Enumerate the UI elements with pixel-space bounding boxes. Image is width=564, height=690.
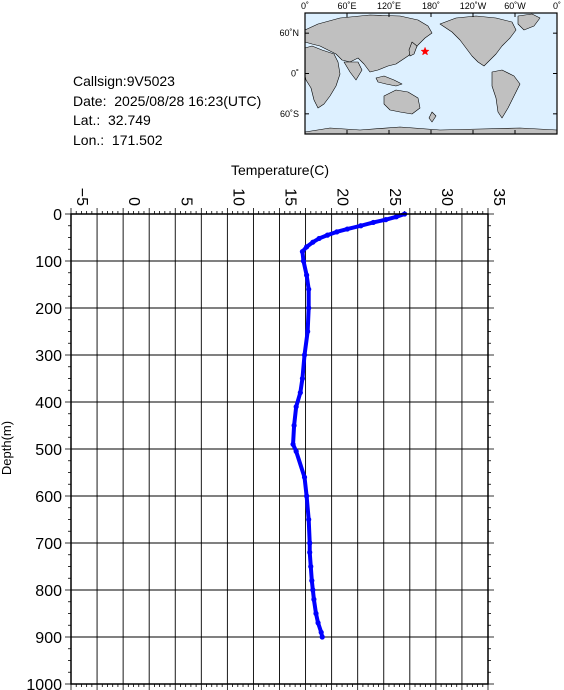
data-point xyxy=(334,229,340,235)
date-label: Date: 2025/08/28 16:23(UTC) xyxy=(73,92,262,109)
data-point xyxy=(304,493,310,499)
data-point xyxy=(293,448,299,454)
data-point xyxy=(319,634,325,640)
y-tick-label: 900 xyxy=(35,630,62,647)
land-north-america xyxy=(439,15,517,67)
land-indonesia xyxy=(375,75,403,87)
data-point xyxy=(299,375,306,382)
land-japan xyxy=(408,41,418,57)
map-lon-label: 120˚W xyxy=(460,1,487,11)
map-lat-label: 0˚ xyxy=(291,69,299,79)
chart-grid xyxy=(70,213,489,685)
data-point xyxy=(299,249,306,255)
data-point xyxy=(290,441,296,447)
land-africa xyxy=(304,45,341,109)
y-axis-title: Depth(m) xyxy=(0,421,14,475)
data-point xyxy=(308,563,314,570)
station-marker-icon xyxy=(420,46,430,56)
land-india xyxy=(343,61,363,81)
x-tick-label: 35 xyxy=(490,188,507,206)
map-land xyxy=(304,13,558,135)
y-tick-label: 600 xyxy=(35,489,62,506)
data-point xyxy=(310,587,316,593)
data-point xyxy=(291,422,297,429)
data-point xyxy=(307,549,313,556)
data-point xyxy=(370,219,376,226)
data-point xyxy=(305,328,311,335)
map-lon-label: 180˚ xyxy=(422,1,440,11)
map-lon-label: 60˚W xyxy=(504,1,526,11)
data-point xyxy=(301,352,308,358)
station-info: Callsign:9V5023 Date: 2025/08/28 16:23(U… xyxy=(73,72,261,150)
y-tick-label: 300 xyxy=(35,348,62,365)
y-tick-labels: 0 100 200 300 400 500 600 700 800 900 1000 xyxy=(26,207,62,690)
x-tick-label: 0 xyxy=(125,197,142,206)
chart-series xyxy=(290,211,408,640)
y-tick-label: 1000 xyxy=(26,677,62,690)
map-lon-label: 0˚ xyxy=(553,1,561,11)
land-australia xyxy=(383,89,421,115)
data-point xyxy=(297,390,303,396)
data-point xyxy=(358,223,364,229)
data-point xyxy=(313,610,319,617)
temperature-profile-line xyxy=(291,212,407,639)
data-point xyxy=(306,516,312,523)
land-eurasia xyxy=(304,14,433,73)
x-tick-label: 10 xyxy=(229,188,246,206)
data-point xyxy=(293,404,299,410)
data-point xyxy=(315,620,321,626)
data-point xyxy=(306,305,312,311)
x-axis-title: Temperature(C) xyxy=(231,162,329,178)
y-tick-label: 700 xyxy=(35,536,62,553)
map-ticks xyxy=(304,13,558,134)
land-south-america xyxy=(491,69,521,119)
x-tick-label: 5 xyxy=(177,197,194,206)
data-point xyxy=(307,540,313,546)
data-point xyxy=(306,286,312,292)
data-point xyxy=(344,226,350,232)
data-point xyxy=(324,232,331,238)
data-point xyxy=(383,217,389,223)
x-tick-label: −5 xyxy=(73,188,90,206)
land-new-zealand xyxy=(428,111,437,123)
y-tick-label: 400 xyxy=(35,395,62,412)
data-point xyxy=(311,596,317,603)
data-point xyxy=(301,474,308,480)
x-tick-label: 30 xyxy=(438,188,455,206)
plot-frame xyxy=(70,213,489,685)
location-map: 0˚ 60˚E 120˚E 180˚ 120˚W 60˚W 0˚ 60˚N 0˚ 60˚S xyxy=(279,1,561,135)
data-point xyxy=(304,244,310,250)
y-tick-label: 100 xyxy=(35,254,62,271)
map-lon-label: 0˚ xyxy=(301,1,309,11)
x-tick-label: 25 xyxy=(386,188,403,206)
map-latitude-labels: 60˚N 0˚ 60˚S xyxy=(279,28,299,119)
x-tick-labels: −5 0 5 10 15 20 25 30 35 xyxy=(73,188,507,206)
callsign-label: Callsign:9V5023 xyxy=(73,73,175,89)
x-tick-label: 20 xyxy=(334,188,351,206)
map-marker-layer xyxy=(420,46,430,56)
map-lon-label: 60˚E xyxy=(337,1,356,11)
data-point xyxy=(304,272,310,278)
map-lat-label: 60˚S xyxy=(280,109,299,119)
y-tick-label: 200 xyxy=(35,301,62,318)
data-point xyxy=(318,629,324,635)
y-tick-label: 0 xyxy=(53,207,62,224)
latitude-label: Lat.: 32.749 xyxy=(73,112,151,129)
map-lat-label: 60˚N xyxy=(279,28,299,38)
longitude-label: Lon.: 171.502 xyxy=(73,131,163,148)
map-longitude-labels: 0˚ 60˚E 120˚E 180˚ 120˚W 60˚W 0˚ xyxy=(301,1,561,11)
data-point xyxy=(300,258,307,264)
data-point xyxy=(309,578,315,584)
land-greenland xyxy=(517,13,541,31)
data-point xyxy=(310,239,316,245)
data-point xyxy=(316,235,322,242)
data-point xyxy=(393,214,399,220)
y-tick-label: 800 xyxy=(35,583,62,600)
y-tick-label: 500 xyxy=(35,442,62,459)
map-lon-label: 120˚E xyxy=(377,1,401,11)
x-tick-label: 15 xyxy=(282,188,299,206)
